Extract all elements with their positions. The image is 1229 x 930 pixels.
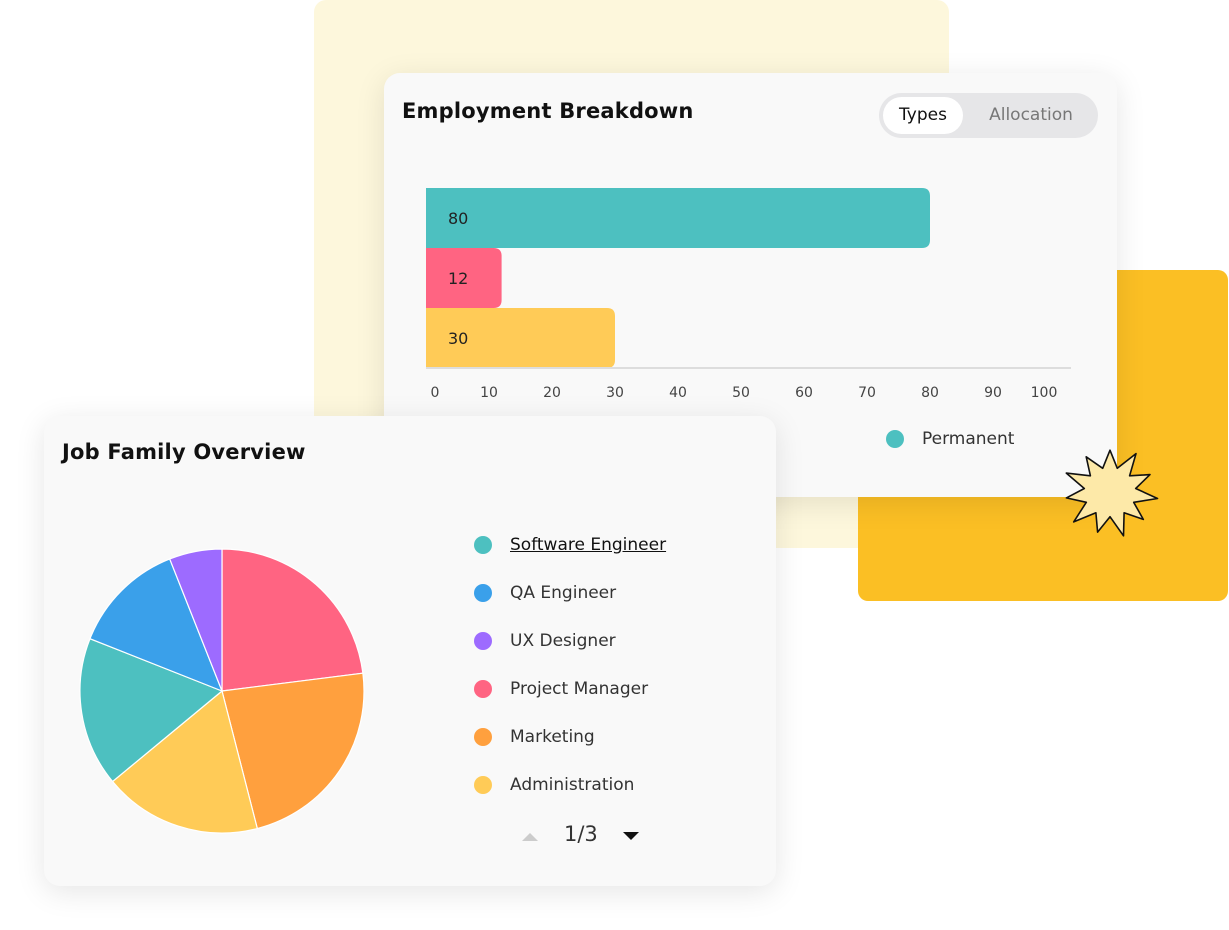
bar[interactable] xyxy=(426,308,615,368)
pie-slice[interactable] xyxy=(221,672,365,830)
card-title: Employment Breakdown xyxy=(402,99,694,123)
bar-chart: 80 12 30 0 10 20 30 40 50 60 70 80 90 100 xyxy=(426,188,1071,401)
legend-label: Marketing xyxy=(510,727,595,747)
caret-up-icon xyxy=(522,833,538,841)
legend-item[interactable]: UX Designer xyxy=(474,629,616,653)
legend-item[interactable]: QA Engineer xyxy=(474,581,616,605)
legend-item[interactable]: Administration xyxy=(474,773,634,797)
legend-dot-icon xyxy=(474,680,492,698)
legend-dot-icon xyxy=(474,728,492,746)
x-tick-label: 20 xyxy=(543,385,561,401)
pie-chart xyxy=(79,548,365,834)
page-indicator: 1/3 xyxy=(564,822,598,846)
x-tick-label: 40 xyxy=(669,385,687,401)
x-tick-label: 30 xyxy=(606,385,624,401)
pie-slice[interactable] xyxy=(168,548,223,692)
x-tick-label: 90 xyxy=(984,385,1002,401)
legend-dot-icon xyxy=(474,632,492,650)
page-down-button[interactable] xyxy=(621,826,641,846)
card-title: Job Family Overview xyxy=(62,440,306,464)
bar[interactable] xyxy=(426,248,502,308)
starburst-icon xyxy=(1065,449,1159,537)
bar-value-label: 30 xyxy=(448,329,468,348)
bar-value-label: 80 xyxy=(448,209,468,228)
x-tick-label: 0 xyxy=(431,385,440,401)
pie-slice[interactable] xyxy=(111,689,259,834)
legend-dot-icon xyxy=(474,536,492,554)
legend-dot-icon xyxy=(474,584,492,602)
job-family-overview-card: Job Family Overview Software Engineer QA … xyxy=(44,416,776,886)
pie-slice[interactable] xyxy=(221,548,364,692)
caret-down-icon xyxy=(623,832,639,840)
pie-slice[interactable] xyxy=(89,558,224,693)
x-tick-label: 50 xyxy=(732,385,750,401)
page-up-button[interactable] xyxy=(520,826,540,846)
legend-item[interactable]: Software Engineer xyxy=(474,533,666,557)
legend-item-permanent[interactable]: Permanent xyxy=(886,427,1014,451)
legend-label: Project Manager xyxy=(510,679,649,699)
legend-label: UX Designer xyxy=(510,631,616,651)
legend-dot-icon xyxy=(474,776,492,794)
legend-label: Permanent xyxy=(922,429,1015,449)
legend-label: QA Engineer xyxy=(510,583,617,603)
view-toggle: Types Allocation xyxy=(879,93,1098,138)
pie-slice[interactable] xyxy=(79,637,224,783)
bar-value-label: 12 xyxy=(448,269,468,288)
legend-label: Software Engineer xyxy=(510,535,667,555)
x-tick-label: 70 xyxy=(858,385,876,401)
x-tick-label: 10 xyxy=(480,385,498,401)
legend-item[interactable]: Marketing xyxy=(474,725,595,749)
legend-label: Administration xyxy=(510,775,635,795)
legend-item[interactable]: Project Manager xyxy=(474,677,648,701)
x-tick-label: 100 xyxy=(1031,385,1058,401)
legend-dot-icon xyxy=(886,430,904,448)
tab-types[interactable]: Types xyxy=(883,97,963,134)
x-tick-label: 60 xyxy=(795,385,813,401)
employment-breakdown-card: Employment Breakdown Types Allocation 80… xyxy=(384,73,1117,497)
x-tick-label: 80 xyxy=(921,385,939,401)
bar[interactable] xyxy=(426,188,930,248)
tab-allocation[interactable]: Allocation xyxy=(989,105,1073,125)
